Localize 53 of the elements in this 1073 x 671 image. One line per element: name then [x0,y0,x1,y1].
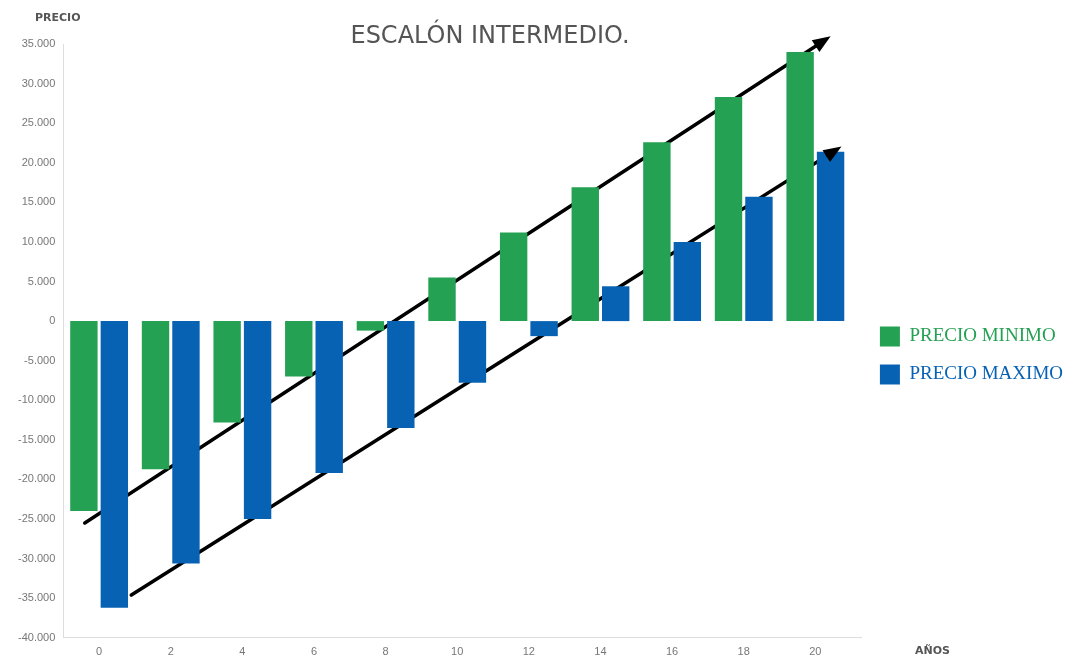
y-tick-label: 25.000 [21,116,56,129]
x-tick-label: 4 [239,645,246,658]
bar [387,321,415,428]
y-tick-label: 35.000 [21,37,56,50]
x-tick-label: 12 [522,645,535,658]
bar [356,321,385,331]
x-tick-label: 8 [382,645,389,658]
x-tick-label: 6 [310,645,318,658]
x-tick-label: 16 [665,645,679,658]
bar [714,97,743,322]
bar [602,286,630,322]
y-tick-label: 15.000 [21,195,56,208]
y-axis-title: PRECIO [35,10,81,24]
bar [458,321,487,383]
y-tick-label: 0 [49,314,56,327]
legend-label: PRECIO MAXIMO [909,362,1064,384]
y-tick-label: -10.000 [18,393,56,406]
bar [172,321,200,564]
bar [673,241,702,322]
x-tick-label: 10 [451,645,464,658]
y-tick-label: -25.000 [18,512,56,525]
bar [428,277,456,322]
bar [499,232,528,322]
bar [100,321,129,608]
bar [70,321,98,512]
y-tick-label: -15.000 [18,432,56,445]
bar [285,321,313,377]
x-axis-title: AÑOS [915,643,951,657]
x-tick-label: 2 [167,645,174,658]
y-tick-label: -35.000 [18,591,56,604]
bar [213,321,241,423]
bar [786,51,814,322]
y-tick-label: -5.000 [24,353,56,366]
bar [141,321,170,470]
x-tick-label: 18 [737,645,750,658]
x-tick-label: 14 [594,645,607,658]
y-tick-label: -20.000 [18,472,56,485]
y-tick-label: 20.000 [21,155,56,168]
y-tick-label: 30.000 [21,76,56,89]
x-tick-label: 20 [809,645,822,658]
bar [243,321,272,520]
y-tick-label: 5.000 [27,274,56,287]
x-tick-label: 0 [96,645,103,658]
chart-title: ESCALÓN INTERMEDIO. [350,19,630,50]
y-tick-label: 10.000 [21,234,56,247]
y-tick-label: -30.000 [18,551,56,564]
legend-label: PRECIO MINIMO [909,324,1056,346]
bar [643,142,671,322]
bar [745,196,773,322]
bar [530,321,558,337]
bar [571,187,599,322]
bar [315,321,343,474]
y-tick-label: -40.000 [18,630,56,643]
